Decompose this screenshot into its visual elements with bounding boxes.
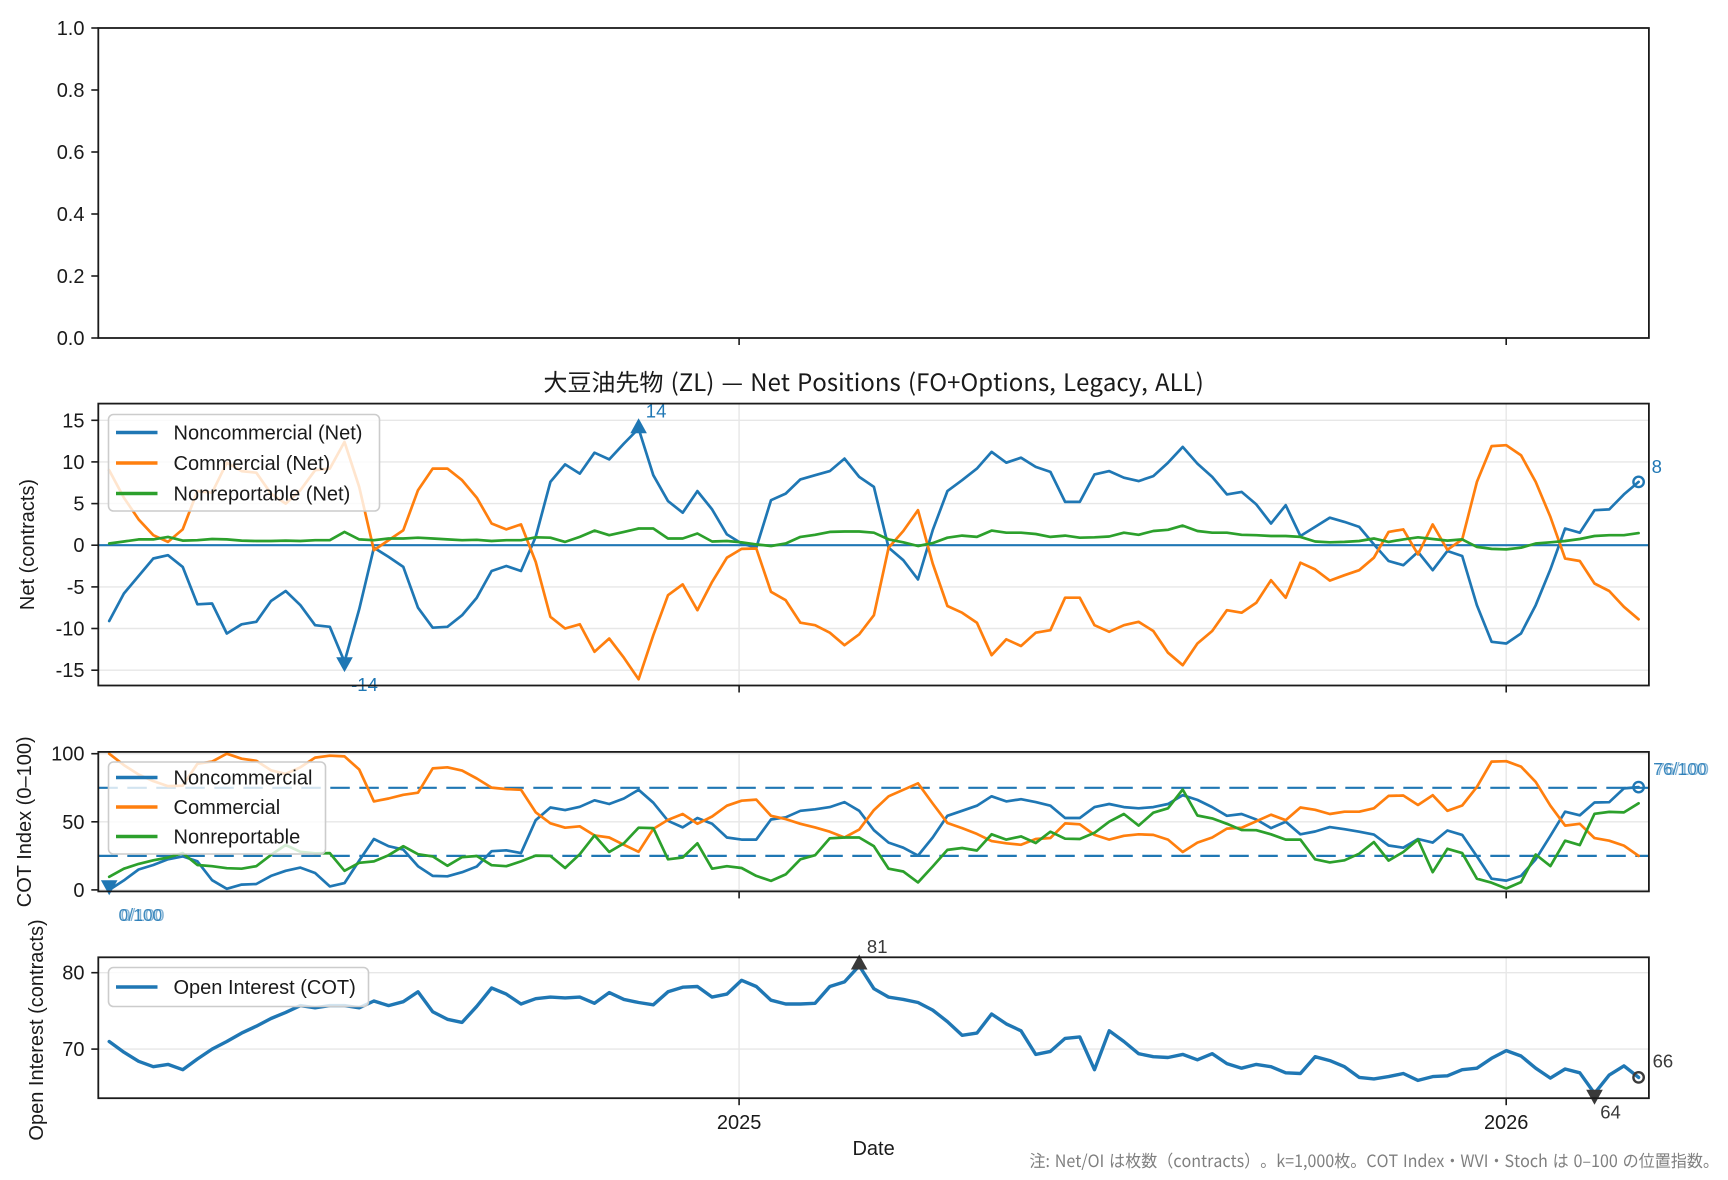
svg-text:76/100: 76/100: [1655, 759, 1709, 779]
svg-text:64: 64: [1600, 1101, 1621, 1122]
svg-text:2025: 2025: [717, 1112, 762, 1134]
svg-text:66: 66: [1653, 1050, 1674, 1071]
svg-text:15: 15: [62, 410, 84, 432]
svg-text:0/100: 0/100: [119, 905, 163, 925]
svg-text:Net (contracts): Net (contracts): [17, 479, 39, 610]
svg-text:1.0: 1.0: [57, 18, 85, 40]
svg-text:70: 70: [62, 1039, 84, 1061]
svg-text:80: 80: [62, 963, 84, 985]
svg-text:-10: -10: [56, 619, 85, 641]
svg-text:Commercial (Net): Commercial (Net): [174, 453, 331, 475]
svg-text:81: 81: [867, 936, 888, 957]
svg-text:50: 50: [62, 812, 84, 834]
svg-text:0: 0: [73, 535, 84, 557]
svg-text:76/100: 76/100: [1653, 759, 1707, 779]
svg-text:Open Interest (contracts): Open Interest (contracts): [26, 919, 48, 1140]
svg-text:-14: -14: [351, 674, 378, 695]
svg-text:100: 100: [51, 744, 84, 766]
svg-text:8: 8: [1652, 456, 1662, 477]
svg-text:0.4: 0.4: [57, 204, 85, 226]
svg-text:-5: -5: [67, 577, 85, 599]
svg-text:Nonreportable (Net): Nonreportable (Net): [174, 484, 351, 506]
svg-text:5: 5: [73, 494, 84, 516]
svg-text:14: 14: [646, 401, 667, 422]
svg-text:0: 0: [73, 880, 84, 902]
svg-text:0.0: 0.0: [57, 328, 85, 350]
svg-text:0/100: 0/100: [121, 905, 165, 925]
svg-text:Nonreportable: Nonreportable: [174, 827, 301, 849]
svg-text:Open Interest (COT): Open Interest (COT): [174, 977, 356, 999]
svg-text:COT Index (0–100): COT Index (0–100): [14, 736, 36, 907]
svg-text:0.2: 0.2: [57, 266, 85, 288]
svg-text:Date: Date: [852, 1138, 894, 1160]
svg-text:2026: 2026: [1484, 1112, 1529, 1134]
svg-text:Commercial: Commercial: [174, 797, 281, 819]
svg-text:10: 10: [62, 452, 84, 474]
svg-text:Noncommercial (Net): Noncommercial (Net): [174, 423, 363, 445]
svg-text:0.6: 0.6: [57, 142, 85, 164]
svg-text:-15: -15: [56, 660, 85, 682]
svg-text:Noncommercial: Noncommercial: [174, 768, 313, 790]
svg-text:0.8: 0.8: [57, 80, 85, 102]
